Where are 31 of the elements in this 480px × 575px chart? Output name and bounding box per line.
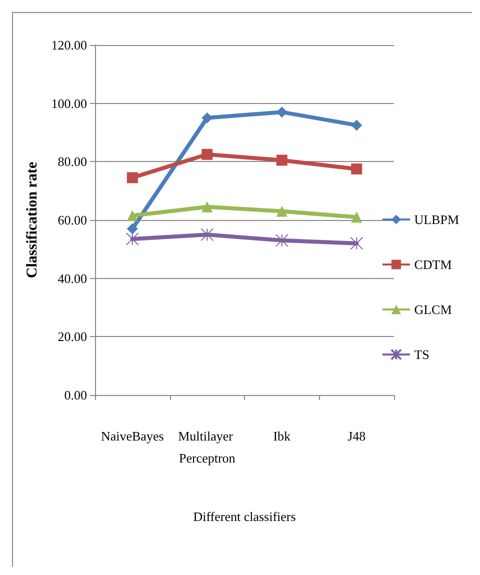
x-tick-label: NaiveBayes [100, 428, 164, 444]
legend-label: ULBPM [414, 212, 460, 227]
point [126, 232, 139, 246]
point [351, 120, 362, 131]
y-axis-title: Classification rate [24, 162, 40, 278]
point [275, 234, 288, 247]
point [200, 228, 214, 242]
y-tick-label: 40.00 [58, 270, 87, 286]
y-tick-label: 20.00 [58, 329, 87, 344]
point [202, 201, 213, 212]
y-tick-label: 80.00 [58, 154, 87, 170]
x-tick-label: J48 [348, 428, 366, 444]
point [126, 172, 138, 184]
x-tick-label: Multilayer Perceptron [178, 428, 236, 466]
point [126, 223, 138, 234]
y-tick-label: 60.00 [58, 212, 87, 228]
point [350, 236, 364, 250]
point [276, 206, 288, 217]
point [351, 212, 362, 223]
y-tick-label: 100.00 [51, 96, 87, 111]
legend-label: TS [414, 347, 430, 362]
legend-label: CDTM [414, 257, 452, 272]
x-axis-title: Different classifiers [193, 509, 296, 524]
point [276, 154, 288, 166]
y-tick-label: 120.00 [51, 38, 87, 52]
point [126, 210, 138, 222]
point [351, 163, 362, 174]
x-tick-label: Ibk [273, 428, 292, 444]
point [202, 148, 213, 160]
legend-label: GLCM [414, 302, 452, 317]
y-tick-label: 0.00 [64, 388, 87, 402]
